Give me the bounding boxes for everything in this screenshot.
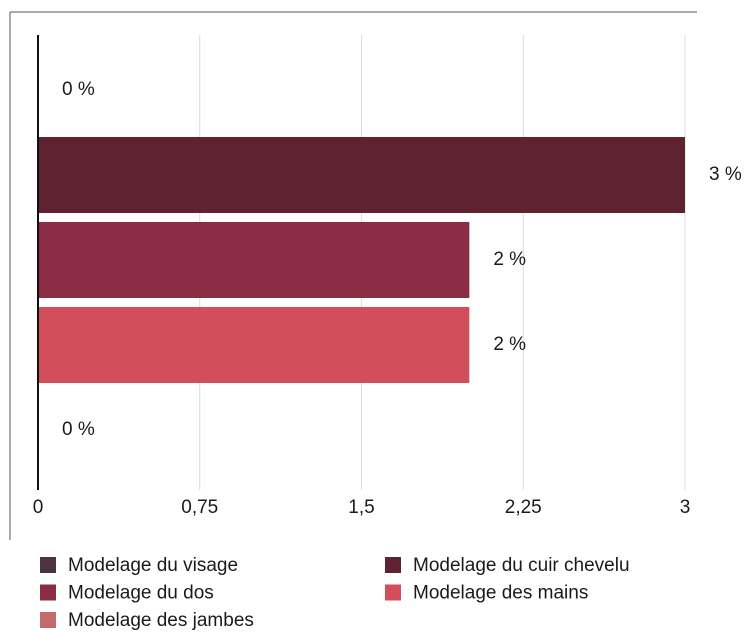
data-label: 2 % bbox=[493, 249, 526, 270]
legend-swatch bbox=[40, 584, 56, 601]
legend-label: Modelage du dos bbox=[68, 583, 214, 604]
x-tick-label: 1,5 bbox=[348, 497, 374, 518]
legend-label: Modelage du visage bbox=[68, 555, 238, 576]
legend-swatch bbox=[385, 584, 401, 601]
legend-swatch bbox=[40, 557, 56, 573]
data-label: 0 % bbox=[62, 419, 95, 440]
bar bbox=[38, 307, 470, 383]
x-tick-label: 0,75 bbox=[181, 497, 218, 518]
legend-swatch bbox=[40, 612, 56, 628]
data-label: 3 % bbox=[709, 164, 742, 185]
x-tick-label: 2,25 bbox=[505, 497, 542, 518]
legend-label: Modelage des mains bbox=[413, 583, 588, 604]
legend-label: Modelage du cuir chevelu bbox=[413, 555, 630, 576]
bar bbox=[38, 137, 685, 213]
legend-swatch bbox=[385, 557, 401, 573]
x-tick-label: 3 bbox=[680, 497, 691, 518]
data-label: 0 % bbox=[62, 79, 95, 100]
x-tick-label: 0 bbox=[33, 497, 44, 518]
bar bbox=[38, 222, 470, 298]
data-label: 2 % bbox=[493, 334, 526, 355]
legend-label: Modelage des jambes bbox=[68, 610, 254, 631]
